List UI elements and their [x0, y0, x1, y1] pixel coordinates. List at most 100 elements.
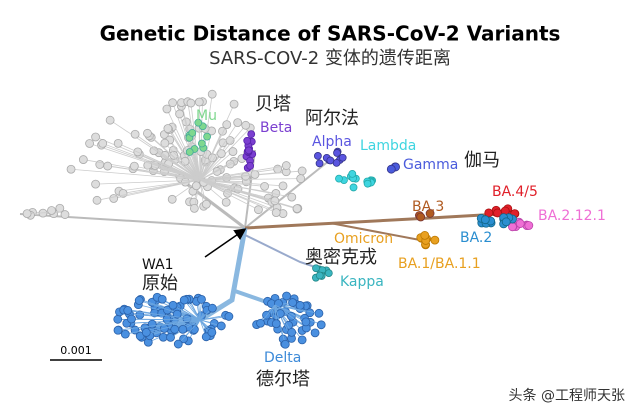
variant-label: Lambda — [360, 138, 416, 154]
sample-dot — [229, 99, 239, 109]
branch — [19, 213, 246, 229]
sample-dot — [178, 324, 188, 334]
sample-dot — [127, 314, 136, 324]
sample-dot — [254, 205, 263, 215]
spoke — [199, 179, 259, 211]
sample-dot — [78, 155, 88, 164]
spoke — [199, 158, 243, 181]
sample-dot — [197, 139, 206, 148]
sample-dot — [169, 150, 179, 160]
sample-dot — [515, 219, 525, 228]
sample-dot — [194, 118, 203, 127]
spoke — [167, 128, 201, 181]
sample-dot — [297, 335, 307, 345]
watermark: 头条 @工程师天张 — [509, 387, 625, 404]
spoke — [172, 304, 201, 321]
sample-dot — [91, 132, 100, 142]
variant-label: BA.2 — [460, 230, 492, 246]
sample-dot — [141, 328, 151, 337]
spoke — [109, 119, 201, 181]
sample-dot — [430, 235, 440, 245]
variant-label: BA.4/5 — [492, 184, 538, 200]
sample-dot — [175, 109, 184, 119]
variant-label: Alpha — [312, 134, 352, 150]
sample-dot — [314, 308, 324, 318]
sample-dot — [167, 194, 177, 204]
sample-dot — [194, 97, 204, 107]
spoke — [199, 124, 228, 181]
sample-dot — [170, 324, 180, 334]
variant-label-zh: 伽马 — [464, 150, 500, 171]
spoke — [134, 133, 201, 181]
spoke — [187, 101, 201, 181]
sample-dot — [228, 147, 238, 156]
sample-dot — [201, 332, 211, 342]
spoke — [274, 304, 307, 329]
variant-label: Beta — [260, 120, 292, 136]
sample-dot — [163, 305, 172, 315]
variant-label-zh: 德尔塔 — [256, 369, 310, 390]
sample-dot — [335, 174, 343, 183]
spoke — [190, 103, 201, 181]
sample-dot — [85, 139, 94, 148]
variant-label-zh: 贝塔 — [255, 94, 291, 115]
variant-label: Kappa — [340, 274, 384, 290]
sample-dot — [296, 174, 306, 184]
spoke — [166, 108, 201, 181]
sample-dot — [179, 295, 189, 305]
sample-dot — [221, 197, 231, 207]
sample-dot — [180, 156, 190, 166]
spoke — [199, 179, 265, 187]
sample-dot — [271, 208, 281, 218]
sample-dot — [173, 339, 183, 349]
sample-dot — [233, 118, 243, 127]
sample-dot — [333, 149, 341, 157]
sample-dot — [278, 181, 288, 191]
sample-dot — [315, 159, 324, 168]
spoke — [95, 179, 201, 185]
variant-label: Gamma — [403, 157, 458, 173]
sample-dot — [216, 149, 226, 159]
variant-label: BA.2.12.1 — [538, 208, 606, 224]
spoke — [164, 142, 201, 181]
sample-dot — [92, 195, 102, 205]
spoke — [199, 316, 229, 321]
sample-dot — [222, 120, 232, 129]
sample-dot — [246, 161, 255, 170]
scale-bar-label: 0.001 — [60, 344, 92, 357]
sample-dot — [113, 325, 123, 335]
sample-dot — [134, 296, 144, 305]
spoke — [274, 304, 307, 323]
sample-dot — [168, 98, 178, 108]
spoke — [199, 179, 277, 214]
sample-dot — [324, 269, 333, 277]
sample-dot — [480, 215, 490, 225]
spoke — [199, 151, 234, 181]
sample-dot — [243, 136, 252, 145]
sample-dot — [297, 166, 307, 176]
sample-dots — [22, 89, 534, 349]
spoke — [102, 143, 201, 181]
ba1-branch — [329, 222, 421, 241]
sample-dot — [207, 303, 217, 313]
sample-dot — [189, 203, 199, 213]
sample-dot — [186, 98, 196, 108]
sample-dot — [316, 320, 326, 330]
sample-dot — [301, 317, 311, 327]
sample-dot — [349, 183, 358, 192]
spoke — [179, 113, 201, 181]
sample-dot — [280, 339, 290, 349]
sample-dot — [120, 329, 130, 339]
variant-label: BA.1/BA.1.1 — [398, 256, 481, 272]
spoke — [96, 179, 201, 201]
spoke — [199, 151, 202, 181]
variant-label-zh: 奥密克戎 — [305, 247, 377, 268]
sample-dot — [113, 138, 123, 148]
spoke — [199, 179, 298, 209]
sample-dot — [287, 327, 297, 337]
variant-label-zh: 阿尔法 — [305, 108, 359, 129]
sample-dot — [315, 271, 324, 280]
sample-dot — [270, 196, 280, 206]
